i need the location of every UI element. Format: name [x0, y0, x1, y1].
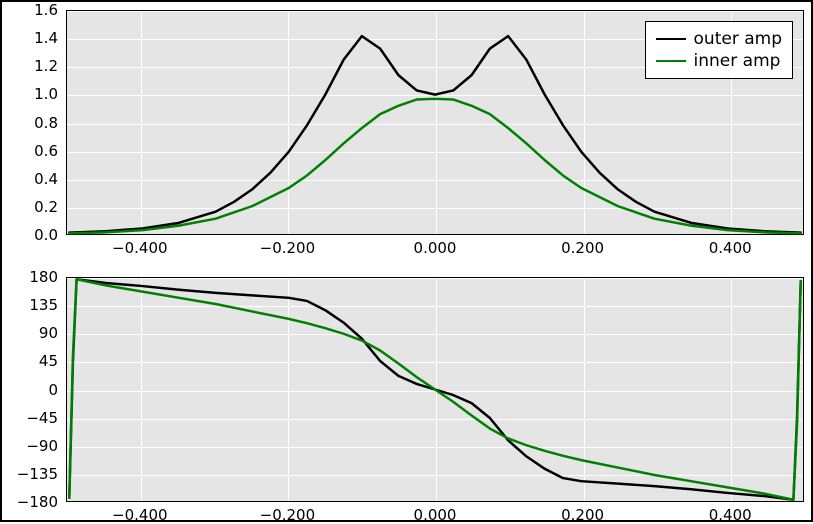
ytick-label: 45 — [39, 352, 58, 370]
xtick-label: 0.400 — [709, 239, 752, 257]
grid-line — [67, 503, 803, 504]
legend-item-inner: inner amp — [656, 50, 782, 72]
ytick-label: −180 — [17, 493, 58, 511]
xtick-label: 0.000 — [414, 506, 457, 524]
figure: outer amp inner amp −0.400 −0.200 0.000 0.2… — [0, 0, 813, 522]
ytick-label: 135 — [29, 296, 58, 314]
ytick-label: 1.2 — [34, 57, 58, 75]
legend-label-outer: outer amp — [694, 28, 782, 50]
ytick-label: 0.2 — [34, 198, 58, 216]
xtick-label: 0.400 — [709, 506, 752, 524]
ytick-label: 1.4 — [34, 29, 58, 47]
xtick-label: −0.200 — [260, 239, 316, 257]
ytick-label: 0 — [48, 381, 58, 399]
legend-label-inner: inner amp — [694, 50, 781, 72]
ytick-label: 0.4 — [34, 170, 58, 188]
legend-swatch-outer — [656, 38, 686, 41]
ytick-label: 0.6 — [34, 142, 58, 160]
xtick-label: 0.200 — [561, 506, 604, 524]
ytick-label: −45 — [26, 409, 58, 427]
ytick-label: 1.0 — [34, 85, 58, 103]
series-inner — [69, 99, 800, 234]
ytick-label: −90 — [26, 437, 58, 455]
ytick-label: 90 — [39, 324, 58, 342]
xtick-label: −0.400 — [112, 239, 168, 257]
xtick-label: 0.200 — [561, 239, 604, 257]
legend-item-outer: outer amp — [656, 28, 782, 50]
ytick-label: 0.0 — [34, 226, 58, 244]
xtick-label: −0.200 — [260, 506, 316, 524]
xtick-label: −0.400 — [112, 506, 168, 524]
subplot-amplitude: outer amp inner amp — [66, 10, 804, 235]
series-inner — [69, 279, 800, 500]
ytick-label: 0.8 — [34, 114, 58, 132]
plot-area-bottom — [67, 278, 803, 501]
subplot-phase — [66, 277, 804, 502]
legend-swatch-inner — [656, 60, 686, 63]
legend: outer amp inner amp — [645, 21, 793, 79]
ytick-label: −135 — [17, 465, 58, 483]
grid-line — [67, 236, 803, 237]
ytick-label: 180 — [29, 268, 58, 286]
ytick-label: 1.6 — [34, 1, 58, 19]
xtick-label: 0.000 — [414, 239, 457, 257]
